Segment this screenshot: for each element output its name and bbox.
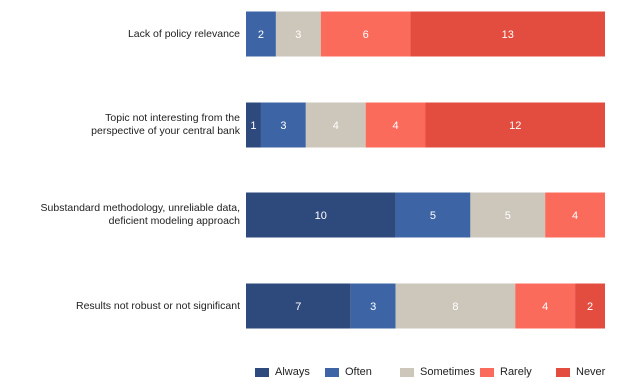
legend-item-never: Never [556,365,605,379]
category-label: Lack of policy relevance [127,27,240,40]
data-label: 4 [542,301,548,313]
data-label: 12 [509,120,521,132]
legend-label: Always [275,366,310,378]
legend-label: Rarely [500,366,532,378]
legend-item-sometimes: Sometimes [400,365,475,379]
data-label: 2 [587,301,593,313]
legend-item-rarely: Rarely [480,365,532,379]
data-label: 13 [502,29,514,41]
legend-swatch [556,367,570,377]
legend-item-often: Often [325,365,372,379]
bar-segment-sometimes [305,102,366,148]
data-label: 3 [295,29,301,41]
bar-segment-often [350,283,396,329]
bar-segment-always [246,283,351,329]
data-label: 4 [393,120,399,132]
legend-item-always: Always [255,365,310,379]
bar-segment-rarely [515,283,576,329]
bar-segment-always [246,102,261,148]
data-label: 4 [572,210,578,222]
data-label: 4 [333,120,339,132]
bar-segment-rarely [320,11,411,57]
data-label: 3 [370,301,376,313]
legend-swatch [255,367,269,377]
category-label: Topic not interesting from the perspecti… [91,112,240,137]
bar-segment-sometimes [470,192,546,238]
legend-swatch [480,367,494,377]
bar-segment-always [246,192,396,238]
legend-swatch [325,367,339,377]
legend-label: Sometimes [420,366,476,378]
bar-segment-never [410,11,605,57]
bar-segment-never [575,283,605,329]
bar-segment-often [260,102,306,148]
data-label: 6 [363,29,369,41]
bar-segment-rarely [545,192,605,238]
bar-segment-rarely [365,102,426,148]
data-label: 8 [452,301,458,313]
data-label: 5 [505,210,511,222]
data-label: 10 [315,210,327,222]
category-label: Results not robust or not significant [75,299,240,312]
data-label: 3 [280,120,286,132]
data-label: 5 [430,210,436,222]
bar-segment-often [246,11,276,57]
data-label: 7 [295,301,301,313]
data-label: 1 [250,120,256,132]
legend-label: Often [345,366,372,378]
bar-segment-sometimes [275,11,321,57]
legend-label: Never [576,366,606,378]
data-label: 2 [258,29,264,41]
bar-segment-never [425,102,605,148]
bar-segment-often [395,192,471,238]
category-label: Substandard methodology, unreliable data… [40,202,240,227]
bar-segment-sometimes [395,283,516,329]
legend-swatch [400,367,414,377]
